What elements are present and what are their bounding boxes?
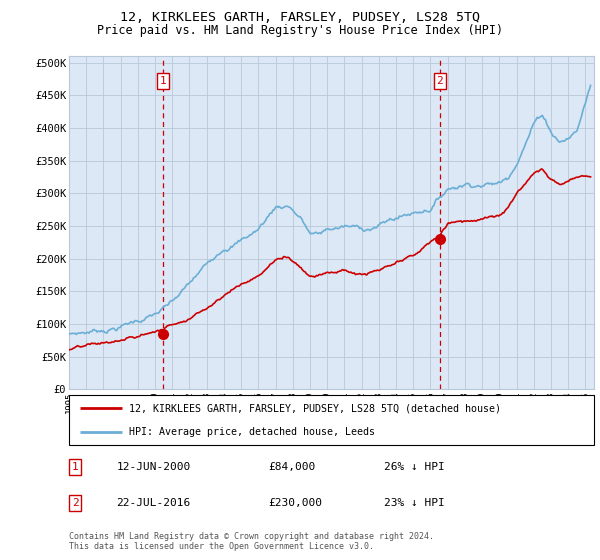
- Text: 12, KIRKLEES GARTH, FARSLEY, PUDSEY, LS28 5TQ (detached house): 12, KIRKLEES GARTH, FARSLEY, PUDSEY, LS2…: [130, 403, 502, 413]
- Text: 1: 1: [160, 76, 166, 86]
- Text: HPI: Average price, detached house, Leeds: HPI: Average price, detached house, Leed…: [130, 427, 376, 437]
- Text: Price paid vs. HM Land Registry's House Price Index (HPI): Price paid vs. HM Land Registry's House …: [97, 24, 503, 36]
- Text: Contains HM Land Registry data © Crown copyright and database right 2024.
This d: Contains HM Land Registry data © Crown c…: [69, 532, 434, 552]
- Text: 22-JUL-2016: 22-JUL-2016: [116, 498, 191, 508]
- Text: £84,000: £84,000: [269, 462, 316, 472]
- Text: 2: 2: [437, 76, 443, 86]
- Text: 1: 1: [72, 462, 79, 472]
- Text: 2: 2: [72, 498, 79, 508]
- Text: 12-JUN-2000: 12-JUN-2000: [116, 462, 191, 472]
- Text: 12, KIRKLEES GARTH, FARSLEY, PUDSEY, LS28 5TQ: 12, KIRKLEES GARTH, FARSLEY, PUDSEY, LS2…: [120, 11, 480, 24]
- Text: £230,000: £230,000: [269, 498, 323, 508]
- Text: 26% ↓ HPI: 26% ↓ HPI: [384, 462, 445, 472]
- Text: 23% ↓ HPI: 23% ↓ HPI: [384, 498, 445, 508]
